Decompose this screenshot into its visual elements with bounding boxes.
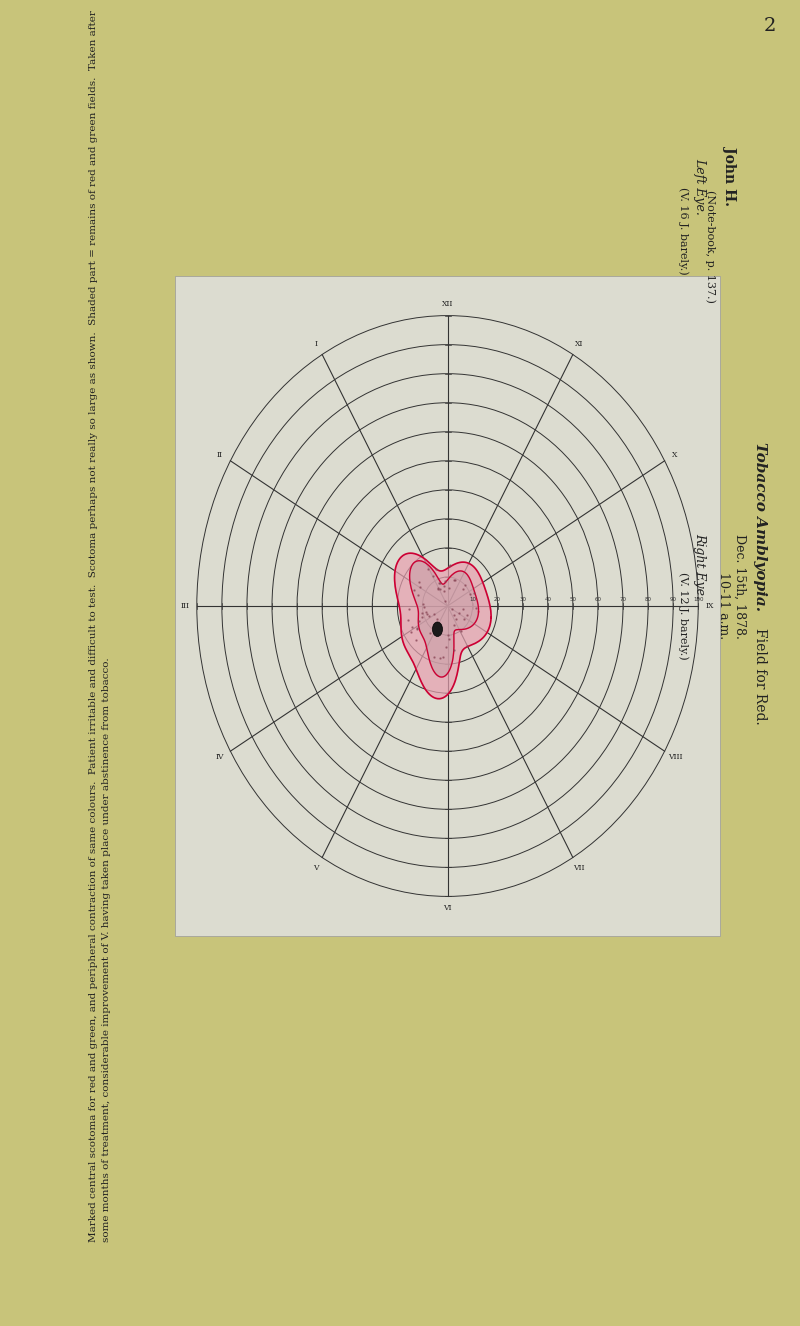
Text: VI: VI — [443, 904, 452, 912]
Text: X: X — [672, 451, 678, 459]
Text: V: V — [314, 863, 319, 873]
Text: John H.: John H. — [723, 146, 737, 206]
Text: XI: XI — [574, 339, 583, 349]
Text: 80: 80 — [645, 597, 651, 602]
Text: II: II — [217, 451, 223, 459]
Text: Field for Red.: Field for Red. — [753, 627, 767, 724]
Text: (Note-book, p. 137.): (Note-book, p. 137.) — [705, 190, 715, 302]
Text: 40: 40 — [544, 597, 551, 602]
Text: Tobacco Amblyopia.: Tobacco Amblyopia. — [753, 442, 767, 610]
Text: 10-11 a.m.: 10-11 a.m. — [718, 573, 730, 639]
Text: (V. 16 J. barely.): (V. 16 J. barely.) — [678, 187, 688, 274]
Text: Right Eye.: Right Eye. — [694, 533, 706, 599]
Text: 100: 100 — [693, 597, 703, 602]
Polygon shape — [394, 553, 491, 699]
Text: 90: 90 — [670, 597, 677, 602]
Text: 10: 10 — [469, 597, 476, 602]
FancyBboxPatch shape — [175, 276, 720, 936]
Text: Dec. 15th, 1878.: Dec. 15th, 1878. — [734, 533, 746, 638]
Text: 70: 70 — [619, 597, 626, 602]
Text: VIII: VIII — [668, 753, 682, 761]
Text: 60: 60 — [594, 597, 602, 602]
Text: 50: 50 — [570, 597, 576, 602]
Text: IX: IX — [706, 602, 714, 610]
Text: 2: 2 — [764, 17, 776, 34]
Text: (V. 12 J. barely.): (V. 12 J. barely.) — [678, 573, 688, 660]
Text: 30: 30 — [519, 597, 526, 602]
Text: Left Eye.: Left Eye. — [694, 158, 706, 215]
Text: VII: VII — [573, 863, 585, 873]
Ellipse shape — [433, 622, 442, 636]
Text: I: I — [314, 339, 318, 349]
Polygon shape — [410, 561, 478, 678]
Text: 20: 20 — [494, 597, 501, 602]
Text: Marked central scotoma for red and green, and peripheral contraction of same col: Marked central scotoma for red and green… — [90, 11, 110, 1242]
Text: III: III — [180, 602, 190, 610]
Text: XII: XII — [442, 300, 453, 308]
Text: IV: IV — [216, 753, 224, 761]
